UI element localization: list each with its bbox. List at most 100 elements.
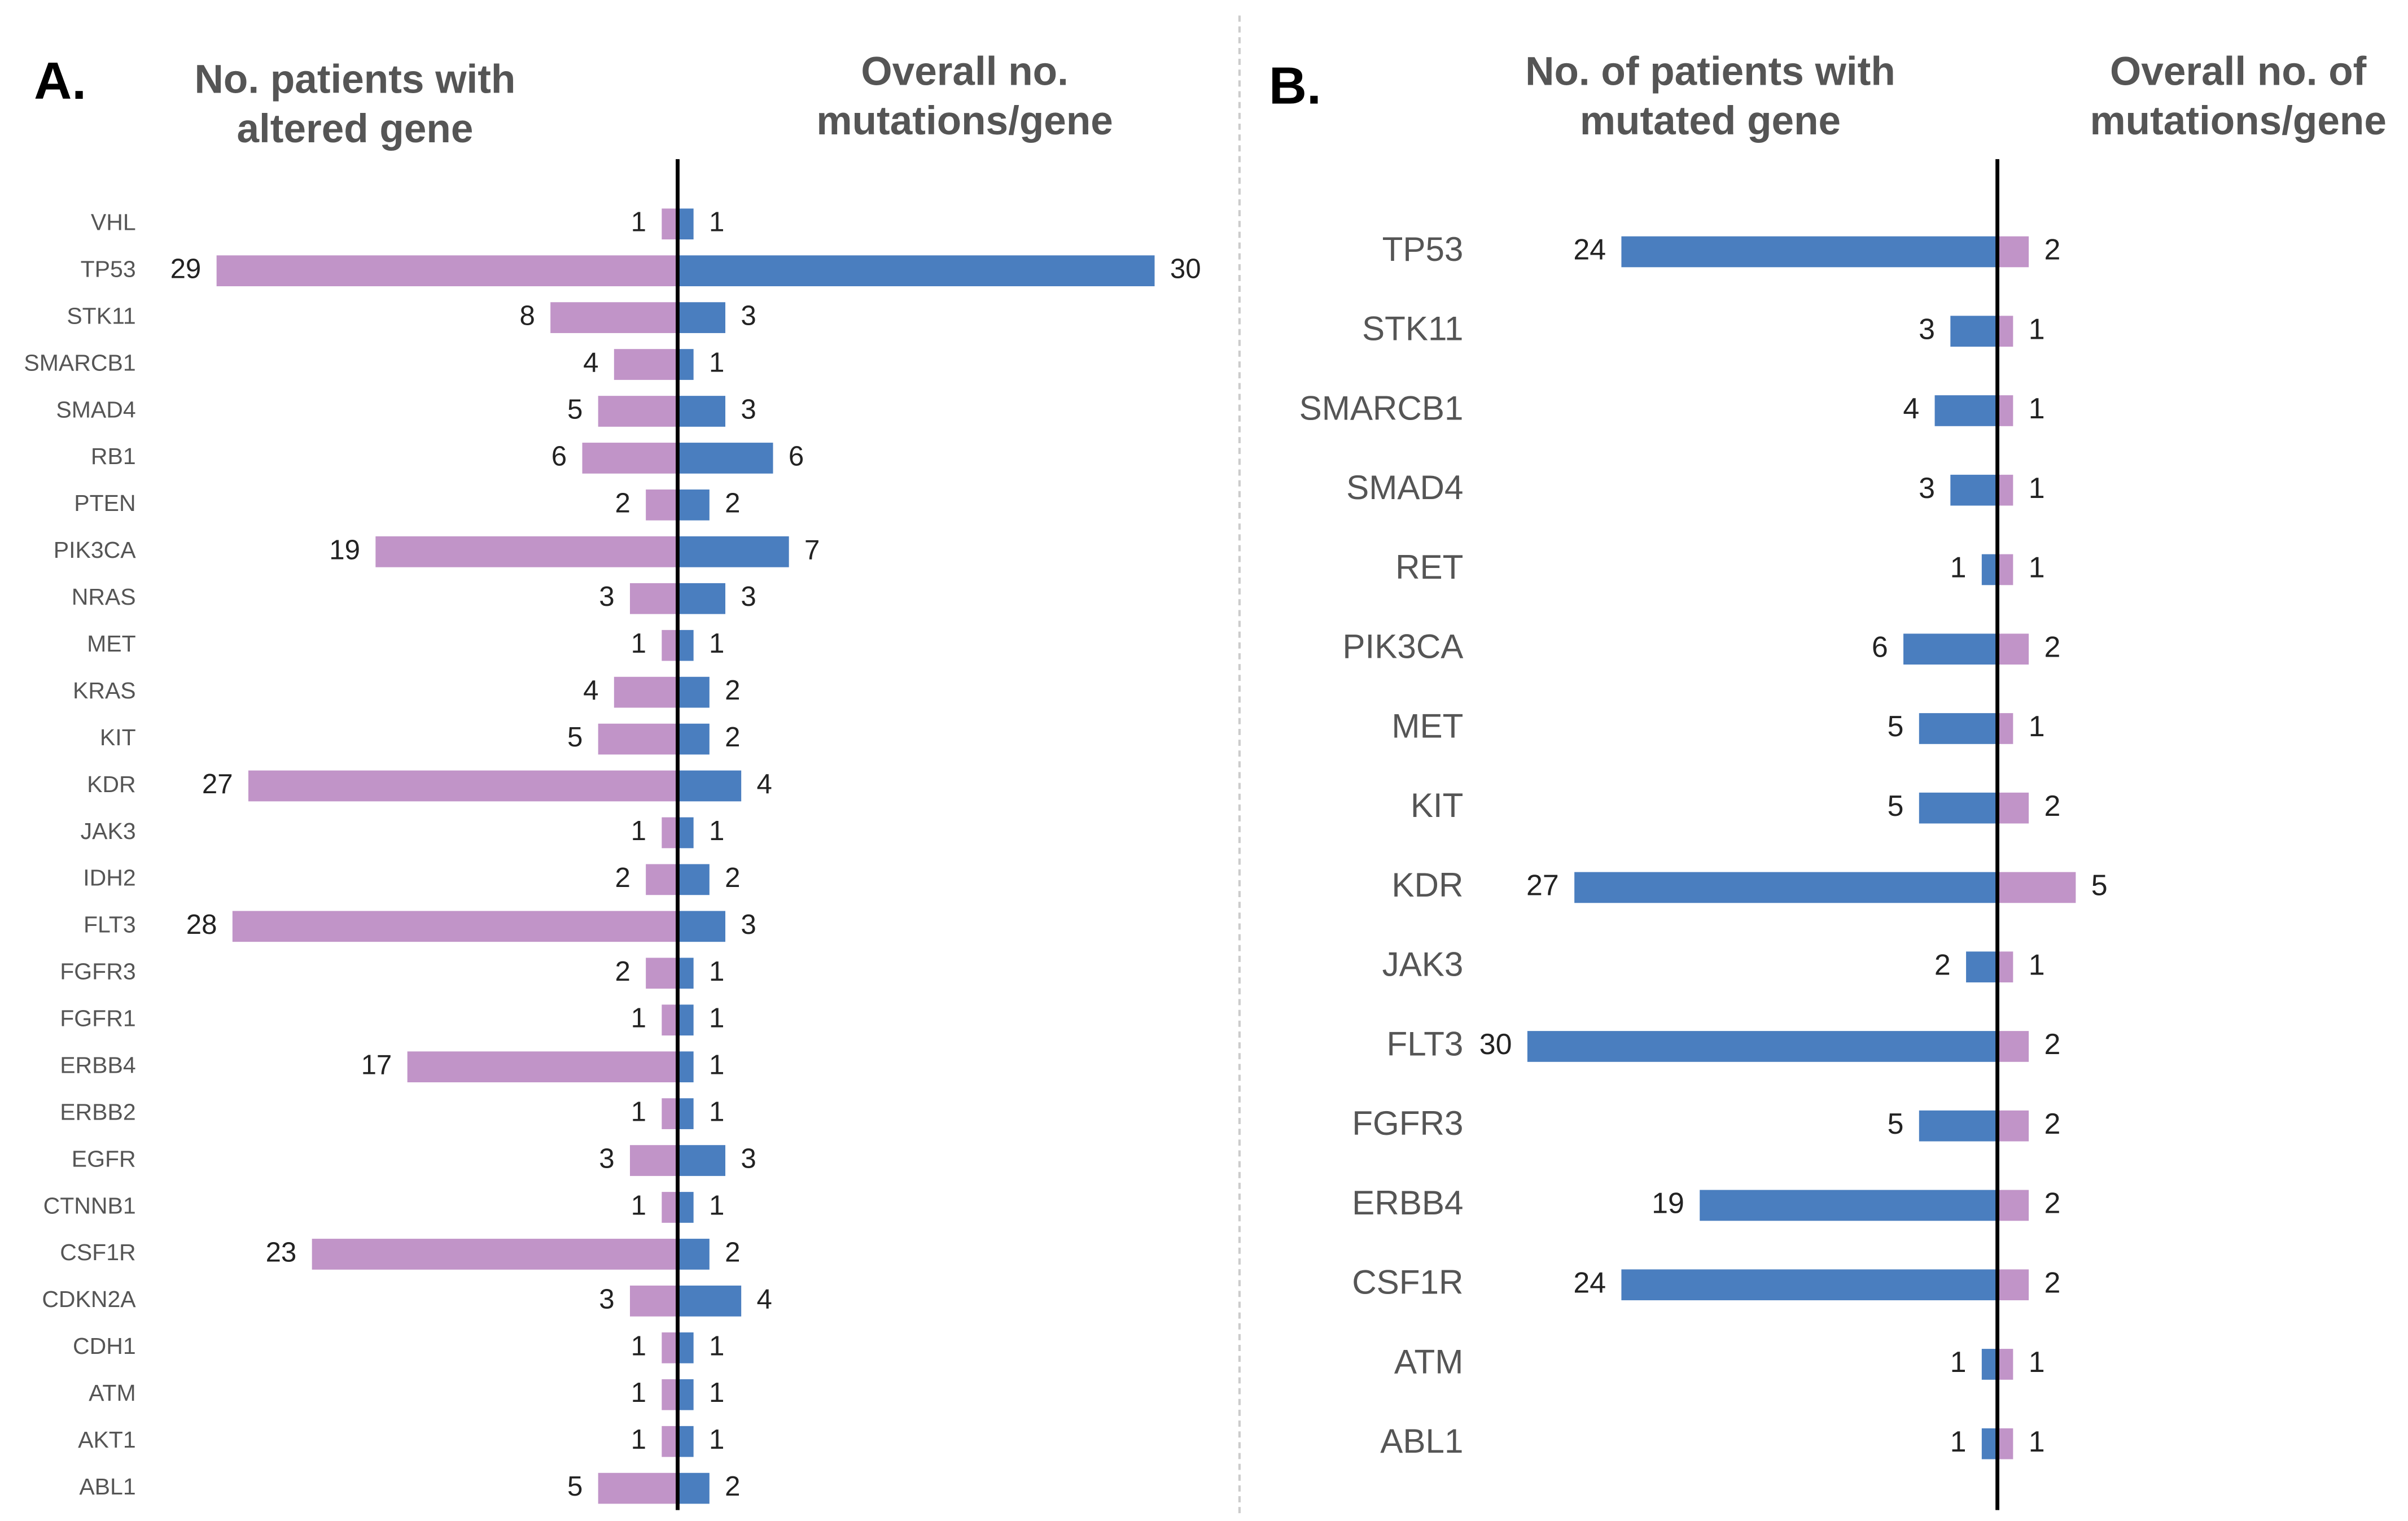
bar bbox=[677, 676, 710, 708]
bar bbox=[232, 911, 678, 942]
data-label: 3 bbox=[741, 1143, 756, 1174]
bar bbox=[1997, 1031, 2029, 1062]
y-tick-label: ATM bbox=[89, 1380, 136, 1406]
data-label: 3 bbox=[599, 1143, 614, 1174]
bar bbox=[646, 958, 678, 989]
bar bbox=[1574, 872, 1998, 903]
data-label: 4 bbox=[757, 1283, 772, 1314]
data-label: 24 bbox=[1573, 234, 1606, 266]
data-label: 1 bbox=[709, 1050, 724, 1081]
bar bbox=[662, 630, 678, 661]
bar bbox=[1919, 792, 1998, 824]
data-label: 4 bbox=[1903, 392, 1919, 425]
bar bbox=[1981, 1349, 1998, 1380]
bar bbox=[598, 396, 678, 427]
bar bbox=[677, 770, 742, 802]
bar bbox=[1997, 1190, 2029, 1221]
y-tick-label: FGFR3 bbox=[60, 959, 135, 985]
data-label: 1 bbox=[709, 1330, 724, 1361]
data-label: 1 bbox=[709, 1377, 724, 1408]
y-tick-label: ATM bbox=[1394, 1343, 1464, 1380]
y-tick-label: ABL1 bbox=[1380, 1422, 1463, 1460]
data-label: 19 bbox=[329, 534, 360, 565]
y-tick-label: RB1 bbox=[91, 443, 136, 469]
y-tick-label: PTEN bbox=[74, 490, 135, 516]
bar bbox=[582, 443, 678, 474]
bar bbox=[662, 208, 678, 240]
y-tick-label: VHL bbox=[91, 209, 136, 235]
data-label: 1 bbox=[631, 1424, 646, 1455]
data-label: 27 bbox=[202, 768, 233, 799]
data-label: 1 bbox=[631, 815, 646, 846]
y-tick-label: NRAS bbox=[72, 584, 136, 610]
data-label: 2 bbox=[1934, 949, 1951, 981]
bar bbox=[662, 1426, 678, 1457]
data-label: 1 bbox=[709, 1003, 724, 1034]
data-label: 1 bbox=[709, 207, 724, 238]
bar bbox=[629, 1145, 678, 1176]
bar bbox=[1997, 316, 2013, 347]
data-label: 6 bbox=[1872, 631, 1888, 663]
data-label: 1 bbox=[631, 1003, 646, 1034]
bar bbox=[1527, 1031, 1998, 1062]
y-tick-label: IDH2 bbox=[83, 865, 135, 891]
bar bbox=[677, 349, 694, 380]
data-label: 1 bbox=[709, 1096, 724, 1127]
bar bbox=[677, 1145, 725, 1176]
data-label: 3 bbox=[741, 581, 756, 612]
bar bbox=[677, 208, 694, 240]
y-tick-label: CSF1R bbox=[1352, 1264, 1463, 1301]
data-label: 1 bbox=[2029, 472, 2045, 505]
data-label: 1 bbox=[2029, 710, 2045, 743]
y-tick-label: TP53 bbox=[1382, 230, 1464, 268]
data-label: 2 bbox=[2044, 234, 2060, 266]
data-label: 30 bbox=[1170, 253, 1201, 285]
bar bbox=[677, 1472, 710, 1504]
data-label: 3 bbox=[599, 581, 614, 612]
bar bbox=[629, 583, 678, 614]
legend-label: Overall no. mutations/gene bbox=[816, 47, 1113, 144]
bar bbox=[1981, 1428, 1998, 1459]
bar bbox=[677, 583, 725, 614]
bar bbox=[677, 1239, 710, 1270]
data-label: 2 bbox=[725, 722, 740, 753]
bar bbox=[662, 1004, 678, 1036]
y-tick-label: TP53 bbox=[81, 256, 136, 282]
data-label: 2 bbox=[2044, 631, 2060, 663]
data-label: 1 bbox=[631, 1330, 646, 1361]
data-label: 4 bbox=[583, 675, 598, 706]
bar bbox=[629, 1286, 678, 1317]
y-tick-label: JAK3 bbox=[1382, 946, 1464, 984]
data-label: 5 bbox=[567, 722, 583, 753]
bar bbox=[1997, 951, 2013, 983]
bar bbox=[662, 817, 678, 849]
data-label: 1 bbox=[2029, 1346, 2045, 1379]
data-label: 3 bbox=[1919, 472, 1935, 505]
bar bbox=[1997, 872, 2076, 903]
bar bbox=[1966, 951, 1998, 983]
data-label: 2 bbox=[2044, 1108, 2060, 1140]
data-label: 1 bbox=[2029, 313, 2045, 346]
y-tick-label: STK11 bbox=[67, 303, 135, 329]
data-label: 2 bbox=[2044, 1187, 2060, 1220]
legend-label: Overall no. of mutations/gene bbox=[2090, 47, 2387, 144]
data-label: 4 bbox=[583, 347, 598, 378]
data-label: 27 bbox=[1526, 869, 1559, 902]
y-tick-label: MET bbox=[87, 631, 136, 657]
bar bbox=[662, 1379, 678, 1410]
y-tick-label: ERBB4 bbox=[1352, 1184, 1463, 1222]
y-tick-label: AKT1 bbox=[78, 1427, 136, 1453]
data-label: 1 bbox=[709, 956, 724, 987]
y-tick-label: MET bbox=[1391, 707, 1463, 745]
data-label: 3 bbox=[1919, 313, 1935, 346]
data-label: 2 bbox=[725, 1471, 740, 1502]
bar bbox=[550, 302, 678, 333]
bar bbox=[1997, 236, 2029, 268]
data-label: 1 bbox=[2029, 949, 2045, 981]
data-label: 1 bbox=[709, 815, 724, 846]
y-tick-label: CTNNB1 bbox=[43, 1192, 136, 1218]
legend-item: Overall no. mutations/gene bbox=[816, 47, 1113, 144]
bar bbox=[677, 396, 725, 427]
data-label: 30 bbox=[1479, 1028, 1512, 1061]
bar bbox=[677, 255, 1155, 287]
